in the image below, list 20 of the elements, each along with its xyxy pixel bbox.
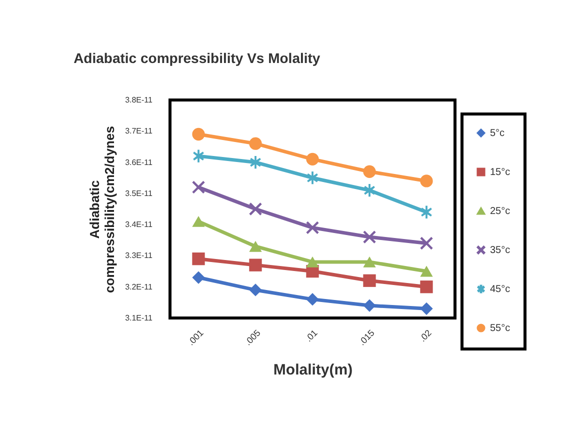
y-tick-label: 3.8E-11 (125, 96, 154, 104)
y-tick-label: 3.2E-11 (125, 282, 154, 292)
legend-label: 35°c (490, 245, 510, 256)
legend-label: 45°c (490, 284, 510, 295)
y-tick-label: 3.6E-11 (125, 158, 154, 167)
y-tick-label: 3.1E-11 (125, 314, 154, 322)
x-tick-label: .001 (186, 328, 206, 348)
legend-label: 25°c (490, 206, 510, 217)
chart-title: Adiabatic compressibility Vs Molality (74, 50, 320, 66)
x-tick-label: .02 (417, 328, 434, 344)
legend-label: 5°c (490, 128, 505, 139)
y-tick-label: 3.7E-11 (125, 126, 154, 136)
legend-label: 15°c (490, 167, 510, 178)
y-tick-label: 3.3E-11 (125, 251, 154, 260)
y-tick-label: 3.5E-11 (125, 188, 154, 198)
x-tick-label: .01 (303, 328, 320, 344)
x-axis-title: Molality(m) (273, 361, 353, 378)
legend-label: 55°c (490, 323, 510, 334)
y-tick-label: 3.4E-11 (125, 220, 154, 230)
y-axis-title: Adiabatic compressibility(cm2/dynes (87, 126, 118, 293)
